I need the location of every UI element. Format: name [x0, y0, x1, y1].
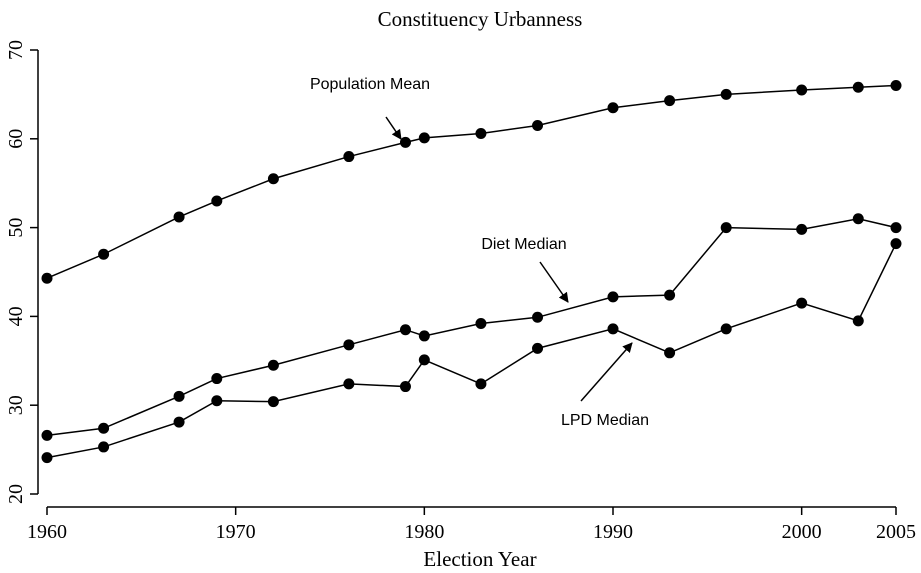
point [890, 238, 902, 250]
point [267, 359, 279, 371]
annotation-arrow [539, 261, 569, 303]
point [532, 119, 544, 131]
point [399, 324, 411, 336]
point [852, 81, 864, 93]
point [475, 318, 487, 330]
point [418, 354, 430, 366]
annotation: Diet Median [481, 236, 566, 253]
point [664, 347, 676, 359]
x-tick-label: 1980 [404, 521, 444, 543]
point [267, 396, 279, 408]
point [211, 395, 223, 407]
point [41, 429, 53, 441]
point [720, 323, 732, 335]
point [607, 291, 619, 303]
annotation: Population Mean [310, 76, 430, 93]
x-axis-label: Election Year [423, 547, 536, 571]
point [98, 441, 110, 453]
point [41, 272, 53, 284]
point [41, 452, 53, 464]
annotation: LPD Median [561, 412, 649, 429]
point [475, 127, 487, 139]
point [796, 223, 808, 235]
point [343, 151, 355, 163]
x-tick-label: 1990 [593, 521, 633, 543]
y-tick-label: 50 [5, 218, 27, 238]
point [852, 213, 864, 225]
point [664, 95, 676, 107]
point [607, 102, 619, 114]
y-tick-label: 70 [5, 40, 27, 60]
point [532, 311, 544, 323]
annotation-arrow [580, 342, 633, 402]
point [607, 323, 619, 335]
point [418, 330, 430, 342]
x-tick-label: 1960 [27, 521, 67, 543]
x-tick-label: 2005 [876, 521, 916, 543]
point [173, 390, 185, 402]
y-tick-label: 60 [5, 129, 27, 149]
point [399, 381, 411, 393]
chart-title: Constituency Urbanness [378, 7, 583, 31]
point [211, 195, 223, 207]
point [343, 339, 355, 351]
point [475, 378, 487, 390]
y-tick-label: 20 [5, 484, 27, 504]
point [343, 378, 355, 390]
point [173, 211, 185, 223]
series-line [46, 217, 897, 437]
point [664, 289, 676, 301]
point [211, 373, 223, 385]
point [399, 136, 411, 148]
x-tick-label: 2000 [782, 521, 822, 543]
point [890, 222, 902, 234]
point [98, 422, 110, 434]
point [720, 88, 732, 100]
point [98, 248, 110, 260]
x-tick-label: 1970 [216, 521, 256, 543]
point [852, 315, 864, 327]
series-line [46, 84, 897, 279]
point [532, 342, 544, 354]
series-line [46, 243, 897, 459]
point [418, 132, 430, 144]
point [796, 84, 808, 96]
point [173, 416, 185, 428]
y-tick-label: 40 [5, 306, 27, 326]
point [267, 173, 279, 185]
y-tick-label: 30 [5, 395, 27, 415]
annotation-arrow [385, 116, 402, 140]
point [796, 297, 808, 309]
point [720, 222, 732, 234]
point [890, 80, 902, 92]
